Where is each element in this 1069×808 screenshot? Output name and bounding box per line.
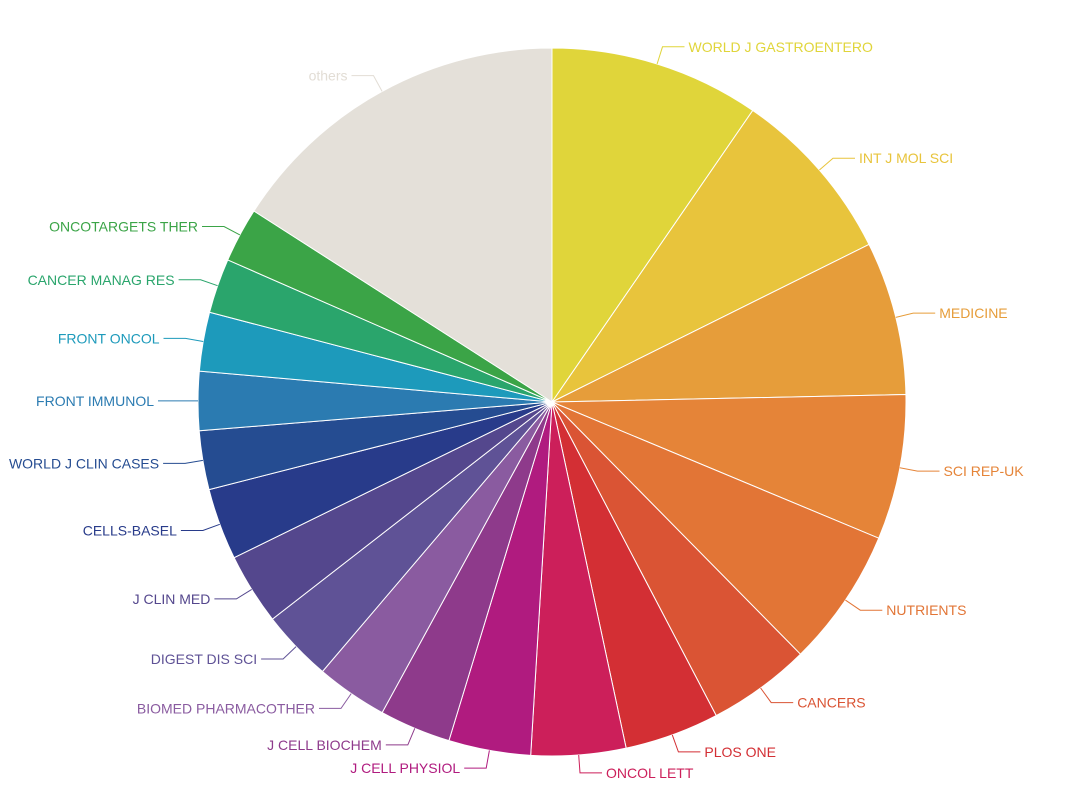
pie-label-front-immunol: FRONT IMMUNOL [36,393,154,409]
leader-line-medicine [895,312,936,318]
pie-label-oncol-lett: ONCOL LETT [606,765,694,781]
leader-line-oncol-lett [578,754,602,774]
pie-slice-int-j-mol-sci[interactable] [550,109,870,404]
leader-line-j-cell-physiol [464,750,490,769]
pie-label-front-oncol: FRONT ONCOL [58,330,160,346]
pie-label-digest-dis-sci: DIGEST DIS SCI [151,651,257,667]
pie-label-cancer-manag-res: CANCER MANAG RES [28,272,175,288]
leader-line-world-j-gastroentero [656,46,685,65]
pie-label-j-cell-physiol: J CELL PHYSIOL [350,760,460,776]
leader-line-front-oncol [163,337,204,342]
leader-line-plos-one [671,734,701,753]
pie-label-biomed-pharmacother: BIOMED PHARMACOTHER [137,700,315,716]
leader-line-cancers [760,687,794,704]
pie-label-cancers: CANCERS [797,695,865,711]
pie-label-world-j-clin-cases: WORLD J CLIN CASES [9,455,159,471]
leader-line-int-j-mol-sci [819,157,855,171]
pie-slices [197,47,907,757]
leader-line-j-clin-med [214,588,252,600]
pie-label-world-j-gastroentero: WORLD J GASTROENTERO [689,39,873,55]
leader-line-world-j-clin-cases [163,459,203,464]
pie-label-cells-basel: CELLS-BASEL [83,523,177,539]
leader-line-cells-basel [180,523,220,531]
pie-slice-others[interactable] [253,47,553,403]
leader-line-nutrients [845,599,883,611]
pie-label-oncotargets-ther: ONCOTARGETS THER [49,219,198,235]
pie-slice-medicine[interactable] [551,243,907,403]
leader-line-digest-dis-sci [261,646,297,660]
pie-slice-nutrients[interactable] [551,401,880,655]
leader-line-sci-rep-uk [899,467,940,472]
pie-label-j-clin-med: J CLIN MED [133,591,211,607]
pie-label-plos-one: PLOS ONE [704,744,776,760]
pie-labels: WORLD J GASTROENTERO INT J MOL SCI MEDICIN… [9,39,1024,781]
leader-line-j-cell-biochem [385,728,416,746]
pie-label-j-cell-biochem: J CELL BIOCHEM [267,737,382,753]
pie-label-others: others [309,68,348,84]
leader-line-others [351,75,383,92]
pie-label-nutrients: NUTRIENTS [886,602,966,618]
pie-leader-lines [158,46,940,774]
pie-label-medicine: MEDICINE [939,305,1007,321]
pie-label-sci-rep-uk: SCI REP-UK [944,463,1025,479]
leader-line-cancer-manag-res [178,279,218,287]
leader-line-oncotargets-ther [202,226,241,236]
leader-line-biomed-pharmacother [319,693,352,709]
pie-label-int-j-mol-sci: INT J MOL SCI [859,150,953,166]
